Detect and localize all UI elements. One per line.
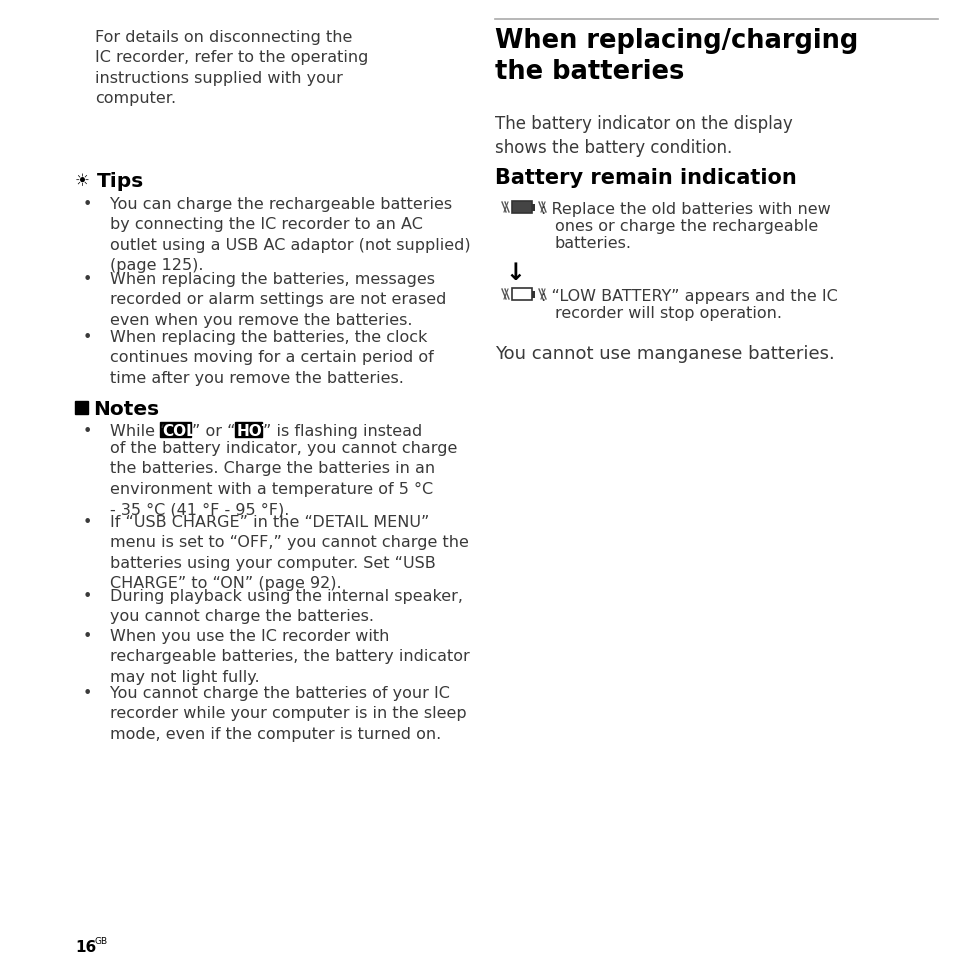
Text: When replacing the batteries, the clock
continues moving for a certain period of: When replacing the batteries, the clock … bbox=[110, 330, 434, 385]
Text: •: • bbox=[83, 423, 92, 438]
Text: When replacing the batteries, messages
recorded or alarm settings are not erased: When replacing the batteries, messages r… bbox=[110, 272, 446, 328]
Text: •: • bbox=[83, 628, 92, 643]
Text: You cannot use manganese batteries.: You cannot use manganese batteries. bbox=[495, 345, 834, 363]
Text: HOT: HOT bbox=[236, 423, 273, 438]
Text: ↓: ↓ bbox=[504, 261, 524, 285]
Text: During playback using the internal speaker,
you cannot charge the batteries.: During playback using the internal speak… bbox=[110, 588, 462, 624]
Text: COLD: COLD bbox=[162, 423, 208, 438]
Text: : Replace the old batteries with new: : Replace the old batteries with new bbox=[540, 202, 830, 216]
Text: •: • bbox=[83, 515, 92, 530]
Text: You can charge the rechargeable batteries
by connecting the IC recorder to an AC: You can charge the rechargeable batterie… bbox=[110, 196, 470, 273]
Text: recorder will stop operation.: recorder will stop operation. bbox=[555, 306, 781, 320]
Text: •: • bbox=[83, 196, 92, 212]
Text: The battery indicator on the display
shows the battery condition.: The battery indicator on the display sho… bbox=[495, 115, 792, 157]
Text: When replacing/charging
the batteries: When replacing/charging the batteries bbox=[495, 28, 858, 85]
Text: ☀: ☀ bbox=[75, 172, 90, 190]
Bar bbox=[512, 202, 532, 213]
Text: of the battery indicator, you cannot charge
the batteries. Charge the batteries : of the battery indicator, you cannot cha… bbox=[110, 440, 456, 517]
Bar bbox=[512, 289, 532, 301]
Text: For details on disconnecting the
IC recorder, refer to the operating
instruction: For details on disconnecting the IC reco… bbox=[95, 30, 368, 106]
Text: When you use the IC recorder with
rechargeable batteries, the battery indicator
: When you use the IC recorder with rechar… bbox=[110, 628, 469, 684]
Text: Battery remain indication: Battery remain indication bbox=[495, 168, 796, 188]
Text: While “: While “ bbox=[110, 423, 169, 438]
Bar bbox=[234, 422, 261, 437]
Text: If “USB CHARGE” in the “DETAIL MENU”
menu is set to “OFF,” you cannot charge the: If “USB CHARGE” in the “DETAIL MENU” men… bbox=[110, 515, 468, 591]
Bar bbox=[532, 292, 535, 298]
Text: 16: 16 bbox=[75, 939, 96, 953]
Bar bbox=[75, 401, 88, 415]
Text: •: • bbox=[83, 685, 92, 700]
Text: Tips: Tips bbox=[97, 172, 144, 191]
Text: batteries.: batteries. bbox=[555, 235, 631, 251]
Text: You cannot charge the batteries of your IC
recorder while your computer is in th: You cannot charge the batteries of your … bbox=[110, 685, 466, 741]
Text: ones or charge the rechargeable: ones or charge the rechargeable bbox=[555, 219, 818, 233]
Text: ” or “: ” or “ bbox=[192, 423, 235, 438]
Text: Notes: Notes bbox=[92, 399, 159, 418]
Text: •: • bbox=[83, 272, 92, 287]
Text: •: • bbox=[83, 330, 92, 345]
Bar bbox=[160, 422, 191, 437]
Bar bbox=[532, 204, 535, 212]
Text: •: • bbox=[83, 588, 92, 603]
Text: GB: GB bbox=[95, 936, 108, 945]
Text: ” is flashing instead: ” is flashing instead bbox=[262, 423, 421, 438]
Text: : “LOW BATTERY” appears and the IC: : “LOW BATTERY” appears and the IC bbox=[540, 289, 837, 304]
